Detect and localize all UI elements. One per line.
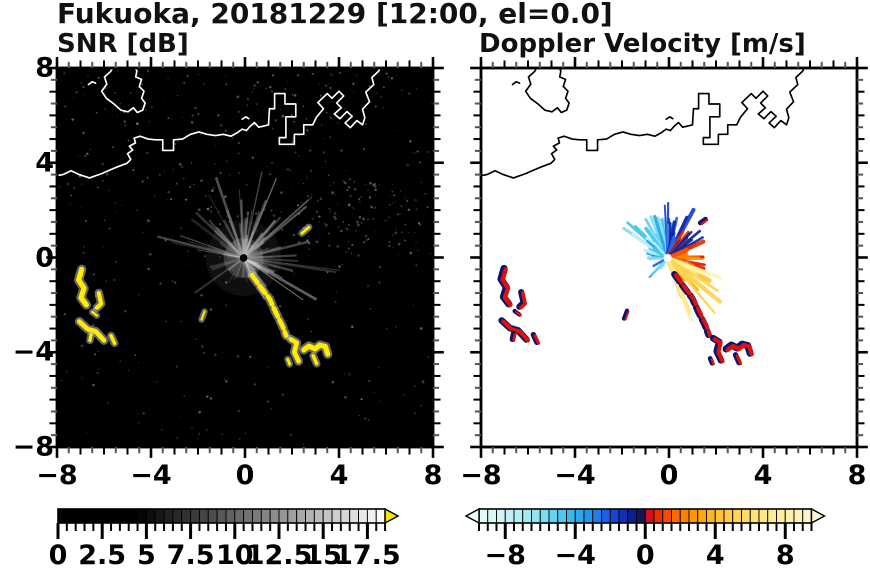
colorbar-tick-label: 12.5 xyxy=(245,540,313,570)
x-tick-label: 0 xyxy=(659,460,679,491)
doppler-panel-title: Doppler Velocity [m/s] xyxy=(479,29,806,59)
colorbar-tick-label: 0 xyxy=(48,540,68,570)
x-tick-label: 8 xyxy=(423,460,443,491)
x-tick-label: −4 xyxy=(554,460,596,491)
x-tick-label: −8 xyxy=(460,460,502,491)
colorbar-tick-label: 5 xyxy=(136,540,156,570)
doppler-map-panel xyxy=(470,57,868,458)
y-tick-label: 0 xyxy=(35,242,54,273)
y-tick-label: −8 xyxy=(12,431,54,463)
colorbar-tick-label: −8 xyxy=(484,540,526,570)
colorbar-tick-label: 2.5 xyxy=(78,540,127,570)
y-tick-label: 8 xyxy=(35,52,54,84)
colorbar-tick-label: 10 xyxy=(216,540,254,570)
colorbar-tick-label: 8 xyxy=(775,540,795,570)
doppler-colorbar xyxy=(464,507,826,539)
y-tick-label: −4 xyxy=(12,336,54,368)
snr-map-panel xyxy=(46,57,444,458)
x-tick-label: 0 xyxy=(235,460,255,491)
snr-colorbar xyxy=(56,507,400,539)
figure-title: Fukuoka, 20181229 [12:00, el=0.0] xyxy=(57,0,613,30)
x-tick-label: 8 xyxy=(847,460,867,491)
colorbar-tick-label: 4 xyxy=(705,540,725,570)
colorbar-tick-label: 0 xyxy=(635,540,655,570)
x-tick-label: −4 xyxy=(130,460,172,491)
colorbar-tick-label: 15 xyxy=(304,540,342,570)
colorbar-tick-label: 7.5 xyxy=(166,540,215,570)
x-tick-label: 4 xyxy=(329,460,349,491)
x-tick-label: −8 xyxy=(36,460,78,491)
colorbar-tick-label: −4 xyxy=(554,540,596,570)
snr-panel-title: SNR [dB] xyxy=(57,29,189,59)
colorbar-tick-label: 17.5 xyxy=(334,540,401,570)
y-tick-label: 4 xyxy=(35,147,54,179)
x-tick-label: 4 xyxy=(753,460,773,491)
